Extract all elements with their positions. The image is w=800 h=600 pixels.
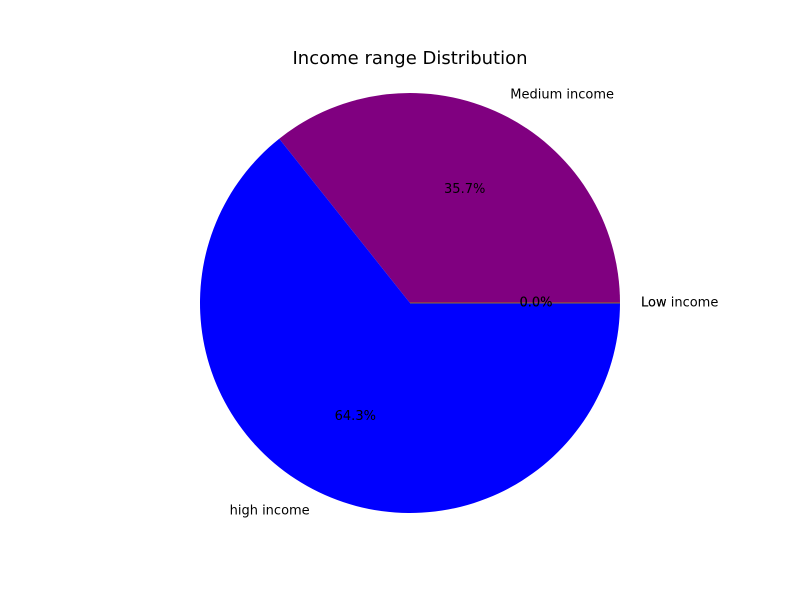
slice-label-1: high income <box>230 504 310 519</box>
pct-label-2: 0.0% <box>519 296 552 311</box>
pct-label-3: 0.0% <box>519 296 552 311</box>
pct-label-1: 64.3% <box>335 409 376 424</box>
slice-label-2: Low <box>641 296 667 311</box>
pie-slice-1 <box>200 138 620 513</box>
slice-label-3: Low income <box>641 296 718 311</box>
percentage-labels: 35.7%64.3%0.0%0.0% <box>335 182 553 424</box>
chart-title: Income range Distribution <box>292 48 527 69</box>
pct-label-0: 35.7% <box>444 182 485 197</box>
pie-slice-0 <box>279 92 620 303</box>
pie-slices <box>200 92 620 513</box>
slice-label-0: Medium income <box>510 87 614 102</box>
